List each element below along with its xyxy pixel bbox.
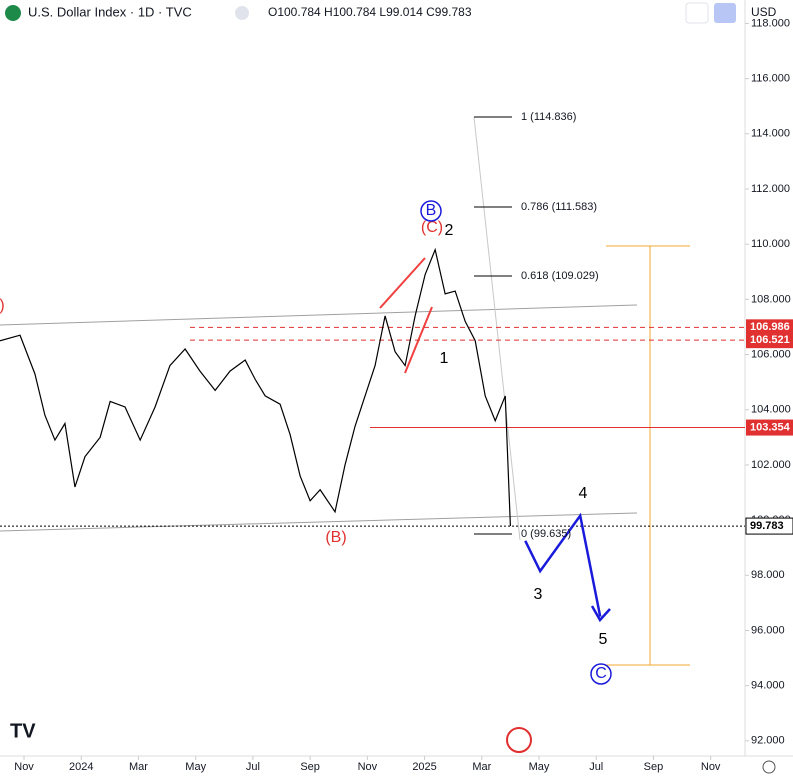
x-tick-label: Mar [472,761,491,773]
y-tick-label: 98.000 [751,569,785,581]
wave-label: (B) [325,529,346,546]
status-dot [235,6,249,20]
wave-label: (A) [0,297,5,314]
x-tick-label: May [185,761,206,773]
y-tick-label: 108.000 [751,293,791,305]
wave-label: 5 [599,631,608,648]
x-tick-label: Nov [358,761,378,773]
y-tick-label: 112.000 [751,183,790,195]
x-tick-label: Jul [589,761,603,773]
y-tick-label: 116.000 [751,73,790,85]
wave-label: B [426,202,437,219]
settings-icon[interactable] [762,760,776,774]
y-tick-label: 92.000 [751,735,785,747]
fib-label: 0.786 (111.583) [521,201,597,213]
y-tick-label: 114.000 [751,128,790,140]
price-tag-label: 106.521 [750,334,790,346]
y-tick-label: 104.000 [751,404,791,416]
x-tick-label: Sep [300,761,320,773]
wave-label: 2 [445,222,454,239]
wave-label: C [595,665,607,682]
y-tick-label: 110.000 [751,238,790,250]
x-tick-label: May [529,761,550,773]
button-compare[interactable] [714,3,736,23]
symbol-title[interactable]: U.S. Dollar Index · 1D · TVC [28,4,192,19]
x-tick-label: Nov [701,761,721,773]
x-tick-label: Sep [644,761,664,773]
y-tick-label: 118.000 [751,17,790,29]
price-tag [745,517,793,535]
price-tag-label: 103.354 [750,421,791,433]
wave-label: 1 [440,350,449,367]
flag-icon [506,727,532,753]
y-tick-label: 96.000 [751,624,785,636]
x-tick-label: 2024 [69,761,93,773]
wave-label: 4 [579,485,588,502]
wave-circle [590,663,612,685]
y-tick-label: 94.000 [751,680,785,692]
tv-logo: TV [10,720,36,742]
x-tick-label: 2025 [412,761,436,773]
currency[interactable]: USD [751,5,777,19]
channel-lower [0,512,638,532]
price-tag [746,319,793,336]
fib-label: 0 (99.635) [521,528,571,540]
price-tag [746,332,793,349]
x-tick-label: Jul [246,761,260,773]
y-tick-label: 106.000 [751,348,791,360]
projection-arrowhead [590,605,611,623]
button-down[interactable] [685,2,709,24]
fib-trend [473,116,521,541]
wedge-upper [379,257,426,309]
y-tick-label: 102.000 [751,459,791,471]
channel-upper [0,304,638,326]
wave-label: (C) [421,219,443,236]
fib-label: 1 (114.836) [521,111,576,123]
x-tick-label: Mar [129,761,148,773]
wave-label: 3 [534,586,543,603]
symbol-icon [5,5,21,21]
price-tag-label: 99.783 [750,520,784,532]
projection-path [524,512,602,617]
price-tag [746,419,793,436]
ohlc: O100.784 H100.784 L99.014 C99.783 [268,5,472,19]
x-tick-label: Nov [14,761,34,773]
price-line-series [0,247,511,527]
wave-circle [420,200,442,222]
price-tag-label: 106.986 [750,321,790,333]
fib-label: 0.618 (109.029) [521,270,599,282]
